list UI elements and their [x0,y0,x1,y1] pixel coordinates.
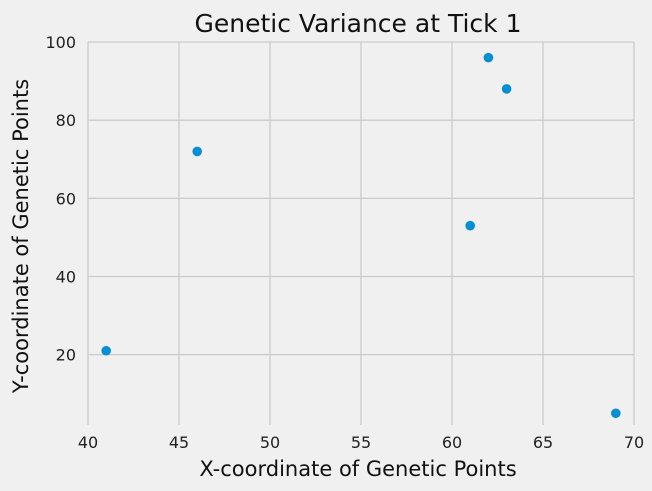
x-tick-label: 60 [442,433,462,452]
chart-title: Genetic Variance at Tick 1 [195,9,522,38]
x-tick-labels: 40 45 50 55 60 65 70 [78,433,644,452]
x-gridlines [87,42,635,425]
x-tick-label: 65 [533,433,553,452]
x-tick-label: 50 [260,433,280,452]
y-tick-label: 80 [56,111,76,130]
x-tick-label: 45 [169,433,189,452]
scatter-point [192,146,202,157]
x-tick-label: 70 [624,433,644,452]
y-tick-label: 20 [56,346,76,365]
y-axis-title: Y-coordinate of Genetic Points [9,79,33,394]
scatter-point [465,220,476,231]
y-tick-labels: 20 40 60 80 100 [45,33,76,365]
data-points [101,52,621,419]
y-tick-label: 40 [56,267,76,286]
x-axis-title: X-coordinate of Genetic Points [199,457,516,481]
scatter-point [101,345,111,356]
x-tick-label: 40 [78,433,98,452]
y-tick-label: 60 [56,189,76,208]
scatter-point [483,52,494,63]
y-tick-label: 100 [45,33,76,52]
x-tick-label: 55 [351,433,371,452]
scatter-point [501,84,512,94]
y-gridlines [88,41,634,356]
scatter-point [611,408,621,419]
